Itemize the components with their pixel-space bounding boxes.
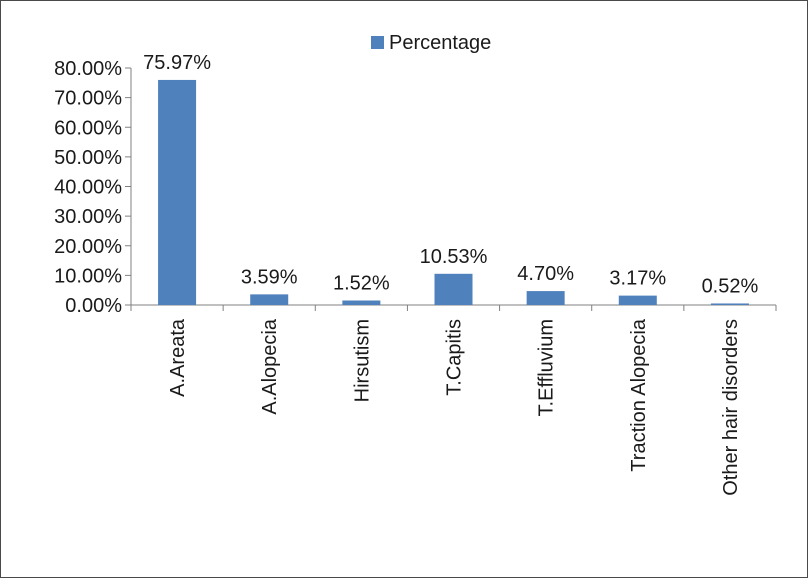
y-tick-label: 40.00% — [54, 177, 122, 199]
bar — [618, 295, 657, 305]
data-label: 1.52% — [333, 272, 390, 294]
bar — [342, 300, 381, 305]
y-tick-label: 50.00% — [54, 147, 122, 169]
y-tick-label: 60.00% — [54, 117, 122, 139]
category-label: A.Alopecia — [259, 318, 281, 414]
x-axis — [130, 304, 777, 311]
data-label: 3.17% — [609, 268, 666, 290]
y-tick-label: 0.00% — [65, 295, 122, 317]
y-tick-label: 20.00% — [54, 236, 122, 258]
category-labels: A.Areata A.Alopecia Hirsutism T.Capitis T.Ef… — [167, 318, 742, 496]
y-tick-label: 70.00% — [54, 88, 122, 110]
bar — [526, 291, 565, 305]
y-axis: 0.00% 10.00% 20.00% 30.00% 40.00% 50.00% 60.00… — [54, 58, 132, 317]
data-labels: 75.97% 3.59% 1.52% 10.53% 4.70% 3.17% 0.52% — [143, 52, 758, 298]
legend-swatch — [371, 36, 384, 49]
category-label: T.Effluvium — [536, 319, 558, 416]
category-label: T.Capitis — [444, 319, 466, 396]
bar — [250, 294, 289, 305]
category-label: Other hair disorders — [720, 319, 742, 496]
legend: Percentage — [371, 32, 491, 54]
bars — [158, 79, 749, 305]
data-label: 3.59% — [241, 266, 298, 288]
legend-label: Percentage — [389, 32, 491, 54]
category-label: Traction Alopecia — [628, 318, 650, 472]
bar — [710, 303, 749, 305]
data-label: 10.53% — [420, 246, 488, 268]
category-label: Hirsutism — [351, 319, 373, 402]
data-label: 0.52% — [702, 275, 759, 297]
data-label: 4.70% — [517, 263, 574, 285]
bar — [158, 79, 197, 305]
y-tick-label: 80.00% — [54, 58, 122, 80]
bar — [434, 273, 473, 305]
category-label: A.Areata — [167, 318, 189, 397]
y-tick-label: 10.00% — [54, 265, 122, 287]
y-tick-label: 30.00% — [54, 206, 122, 228]
data-label: 75.97% — [143, 52, 211, 74]
